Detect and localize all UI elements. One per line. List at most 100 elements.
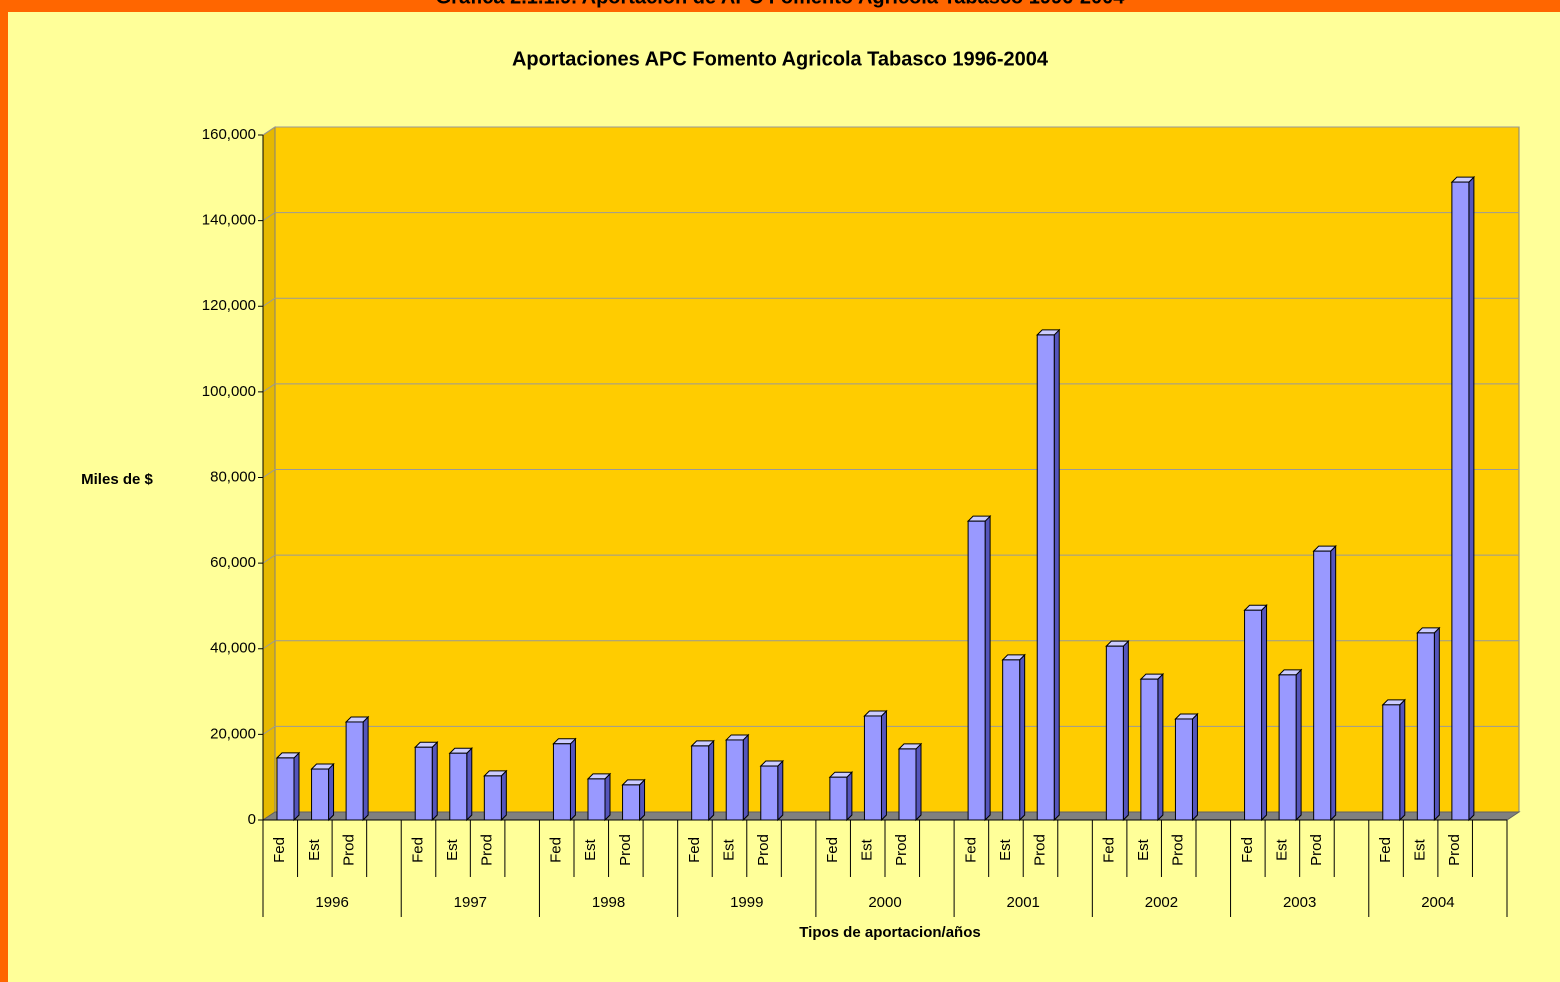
x-tick-label: Prod: [1031, 834, 1048, 866]
bar: [1382, 704, 1401, 821]
x-tick-label: Prod: [1308, 834, 1325, 866]
y-tick-label: 160,000: [202, 126, 256, 143]
bar-side: [742, 733, 749, 822]
bar-side: [880, 709, 887, 822]
bar: [691, 745, 710, 821]
x-tick-label: Est: [1412, 838, 1429, 861]
x-group-label: 2004: [1421, 894, 1454, 911]
grid-line: [262, 725, 1519, 735]
x-tick-label: Fed: [1239, 837, 1256, 863]
x-group-label: 2001: [1007, 894, 1040, 911]
bar-side: [1468, 175, 1475, 822]
bar-side: [1295, 668, 1302, 822]
x-tick-label: Est: [859, 838, 876, 861]
bar-side: [328, 762, 335, 822]
bar: [1278, 674, 1297, 821]
bar-side: [1261, 604, 1268, 822]
grid-line: [262, 554, 1519, 564]
chart-title: Aportaciones APC Fomento Agricola Tabasc…: [512, 48, 1049, 70]
bar-side: [1019, 653, 1026, 822]
x-tick-label: Fed: [271, 837, 288, 863]
bar: [967, 520, 986, 821]
bar-side: [1191, 712, 1198, 822]
bar: [622, 784, 641, 821]
bar: [483, 775, 502, 821]
bar-side: [1122, 639, 1129, 822]
grid-line: [262, 212, 1519, 222]
bar: [863, 715, 882, 821]
x-tick-label: Est: [306, 838, 323, 861]
x-group-label: 1997: [454, 894, 487, 911]
bar-side: [1399, 698, 1406, 822]
bar-side: [500, 769, 507, 822]
x-tick-label: Fed: [1377, 837, 1394, 863]
x-tick-label: Prod: [893, 834, 910, 866]
y-tick-label: 40,000: [210, 640, 256, 657]
bar-side: [915, 742, 922, 822]
bar: [1313, 550, 1332, 821]
page-title: Grafica 2.1.1.9. Aportacion de APC Fomen…: [436, 0, 1126, 8]
bar: [1105, 645, 1124, 821]
bar-side: [1157, 672, 1164, 822]
x-tick-label: Fed: [824, 837, 841, 863]
bar-side: [431, 741, 438, 822]
x-tick-label: Fed: [962, 837, 979, 863]
x-tick-label: Fed: [686, 837, 703, 863]
x-group-label: 2000: [868, 894, 901, 911]
x-tick-label: Prod: [340, 834, 357, 866]
x-group-label: 2003: [1283, 894, 1316, 911]
x-axis-title: Tipos de aportacion/años: [799, 924, 980, 941]
x-tick-label: Fed: [1101, 837, 1118, 863]
bar: [587, 778, 606, 821]
y-tick-label: 20,000: [210, 725, 256, 742]
x-tick-label: Est: [582, 838, 599, 861]
x-tick-label: Prod: [1446, 834, 1463, 866]
bar-side: [708, 739, 715, 822]
bar: [829, 776, 848, 821]
y-axis-title: Miles de $: [81, 471, 153, 488]
bar-side: [984, 514, 991, 822]
y-tick-label: 120,000: [202, 297, 256, 314]
bar: [1451, 181, 1470, 821]
y-tick-label: 80,000: [210, 468, 256, 485]
bar: [725, 739, 744, 821]
bar-side: [466, 747, 473, 822]
bar: [449, 752, 468, 821]
x-group-label: 1999: [730, 894, 763, 911]
x-tick-label: Prod: [617, 834, 634, 866]
y-tick-label: 60,000: [210, 554, 256, 571]
grid-line: [262, 126, 1519, 136]
bar-side: [1330, 544, 1337, 822]
x-tick-label: Est: [997, 838, 1014, 861]
x-group-label: 1998: [592, 894, 625, 911]
grid-line: [262, 297, 1519, 307]
bar-side: [604, 772, 611, 822]
x-tick-label: Est: [444, 838, 461, 861]
x-tick-label: Est: [1273, 838, 1290, 861]
bar-side: [1053, 328, 1060, 822]
x-tick-label: Prod: [479, 834, 496, 866]
bar-side: [639, 778, 646, 822]
bar: [414, 746, 433, 821]
x-group-label: 2002: [1145, 894, 1178, 911]
grid-line: [262, 469, 1519, 478]
bar-side: [293, 751, 300, 822]
bar-side: [362, 715, 369, 822]
bar: [552, 743, 571, 821]
bar: [1416, 632, 1435, 821]
bar: [1036, 334, 1055, 821]
y-tick-label: 100,000: [202, 383, 256, 400]
bar: [311, 768, 330, 821]
bar-side: [777, 759, 784, 822]
y-tick-label: 0: [248, 811, 256, 828]
bar: [345, 721, 364, 821]
bar-side: [1433, 626, 1440, 822]
x-tick-label: Fed: [409, 837, 426, 863]
grid-line: [262, 640, 1519, 650]
bar: [898, 748, 917, 821]
x-tick-label: Fed: [548, 837, 565, 863]
x-tick-label: Prod: [755, 834, 772, 866]
bar: [276, 757, 295, 821]
y-tick-label: 140,000: [202, 212, 256, 229]
